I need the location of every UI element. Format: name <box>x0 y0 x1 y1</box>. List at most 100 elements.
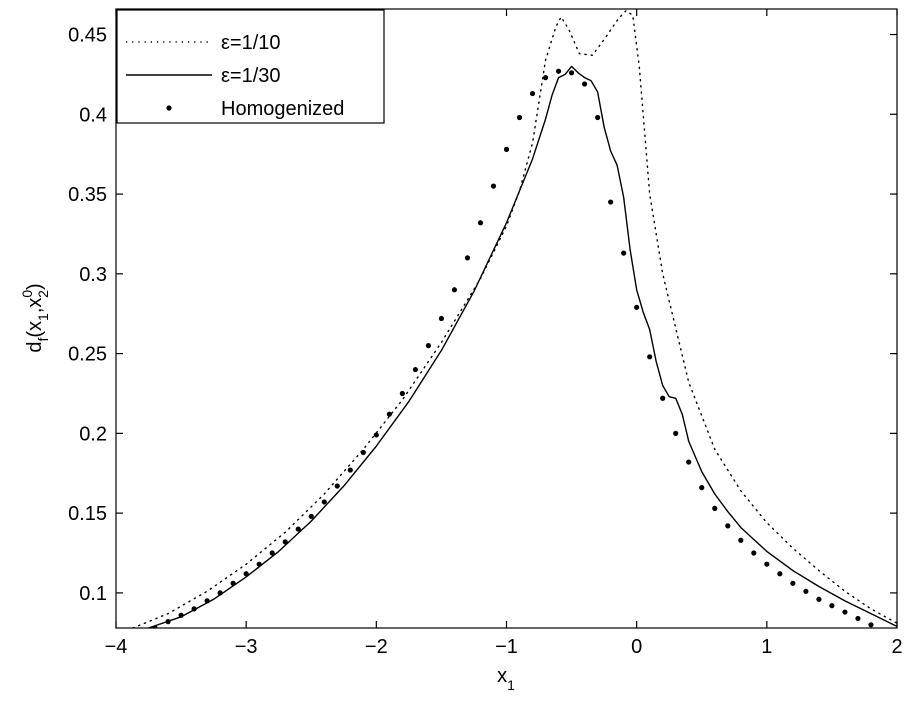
y-label-open: (x <box>24 321 46 338</box>
homogenized-data-point <box>451 287 458 293</box>
y-label-x1-sub: 1 <box>35 313 51 321</box>
homogenized-data-point <box>425 343 431 349</box>
legend-entry-eps-1-10: ε=1/10 <box>126 32 281 54</box>
y-tick-label: 0.45 <box>68 25 107 47</box>
homogenized-data-point <box>386 411 392 417</box>
homogenized-data-point <box>842 609 848 615</box>
homogenized-data-point <box>217 590 223 596</box>
homogenized-data-point <box>542 75 549 81</box>
legend-label-eps-1-30: ε=1/30 <box>221 65 281 87</box>
y-tick-label: 0.25 <box>68 344 107 366</box>
x-tick-label: 0 <box>631 636 642 658</box>
homogenized-data-point <box>503 146 510 152</box>
homogenized-data-point <box>347 467 353 473</box>
y-label-d-sub: f <box>35 338 51 342</box>
legend-entry-eps-1-30: ε=1/30 <box>126 65 281 87</box>
homogenized-data-point <box>295 526 301 532</box>
homogenized-data-point <box>204 598 210 604</box>
homogenized-data-point <box>399 390 405 397</box>
x-axis-ticks: −4 −3 −2 −1 0 1 2 <box>105 9 903 658</box>
homogenized-data-point <box>647 354 653 360</box>
x-tick-label: −2 <box>365 636 388 658</box>
homogenized-data-point <box>178 612 184 618</box>
x-axis-label-main: x <box>497 665 507 687</box>
y-label-comma: ,x <box>24 298 46 314</box>
homogenized-data-point <box>165 619 171 625</box>
y-tick-label: 0.1 <box>79 583 107 605</box>
homogenized-data-point <box>568 70 575 76</box>
homogenized-data-point <box>712 505 718 511</box>
homogenized-data-point <box>673 430 679 436</box>
homogenized-data-point <box>191 606 197 612</box>
legend-entry-homogenized: Homogenized <box>166 98 344 120</box>
homogenized-data-point <box>412 366 418 373</box>
x-tick-label: 2 <box>891 636 902 658</box>
x-tick-label: −4 <box>105 636 128 658</box>
y-tick-label: 0.35 <box>68 184 107 206</box>
homogenized-data-point <box>464 255 471 261</box>
homogenized-data-point <box>595 114 601 121</box>
homogenized-data-point <box>243 571 249 577</box>
x-tick-label: −3 <box>235 636 258 658</box>
x-axis-label: x1 <box>497 665 515 693</box>
homogenized-data-point <box>555 68 562 74</box>
homogenized-data-point <box>256 561 262 567</box>
y-label-x2-sub: 2 <box>35 290 51 298</box>
y-label-x2-sup: 0 <box>19 290 35 298</box>
y-axis-ticks: 0.1 0.15 0.2 0.25 0.3 0.35 0.4 0.45 <box>68 25 897 605</box>
homogenized-data-point <box>282 539 288 545</box>
homogenized-data-point <box>230 580 236 586</box>
homogenized-data-point <box>660 395 666 401</box>
homogenized-data-point <box>152 625 158 628</box>
homogenized-data-point <box>360 449 366 456</box>
eps-1-30-solid-line <box>147 65 897 628</box>
homogenized-data-point <box>699 485 705 491</box>
homogenized-data-point <box>582 81 588 87</box>
homogenized-data-point <box>803 588 809 594</box>
y-tick-label: 0.3 <box>79 264 107 286</box>
homogenized-data-point <box>855 615 861 622</box>
legend-box <box>116 9 385 124</box>
legend-label-eps-1-10: ε=1/10 <box>221 32 281 54</box>
homogenized-data-point <box>725 523 731 529</box>
homogenized-data-point <box>373 432 379 438</box>
homogenized-data-point <box>751 550 757 556</box>
y-label-d: d <box>24 342 46 353</box>
homogenized-data-point <box>529 90 536 97</box>
y-tick-label: 0.15 <box>68 503 107 525</box>
homogenized-data-point <box>608 199 614 205</box>
homogenized-data-point <box>738 537 744 543</box>
homogenized-data-point <box>634 304 640 310</box>
homogenized-data-point <box>816 596 822 602</box>
y-axis-label: df(x1,x02) <box>19 283 51 352</box>
y-tick-label: 0.2 <box>79 423 107 445</box>
homogenized-data-point <box>764 561 770 567</box>
homogenized-data-point <box>334 483 340 489</box>
series-layer <box>132 9 897 628</box>
legend: ε=1/10 ε=1/30 Homogenized <box>116 9 385 124</box>
homogenized-data-point <box>477 220 484 226</box>
homogenized-data-point <box>438 315 445 322</box>
homogenized-data-point <box>686 459 692 465</box>
x-tick-label: −1 <box>495 636 518 658</box>
homogenized-data-point <box>829 603 835 609</box>
homogenized-data-point <box>790 580 796 586</box>
homogenized-data-point <box>516 114 523 121</box>
homogenized-data-point <box>868 622 874 628</box>
svg-text:df(x1,x02): df(x1,x02) <box>19 283 51 352</box>
homogenized-data-point <box>777 571 783 577</box>
legend-label-homogenized: Homogenized <box>221 98 344 120</box>
series-2-markers <box>152 68 874 628</box>
homogenized-data-point <box>308 513 314 519</box>
legend-swatch-marker <box>166 105 172 111</box>
homogenized-data-point <box>490 183 497 189</box>
y-label-close: ) <box>24 283 46 290</box>
eps-1-10-dotted-line <box>132 9 897 628</box>
svg-text:x1: x1 <box>497 665 515 693</box>
y-tick-label: 0.4 <box>79 104 107 126</box>
homogenized-data-point <box>269 550 275 556</box>
x-tick-label: 1 <box>761 636 772 658</box>
homogenized-data-point <box>621 250 627 256</box>
